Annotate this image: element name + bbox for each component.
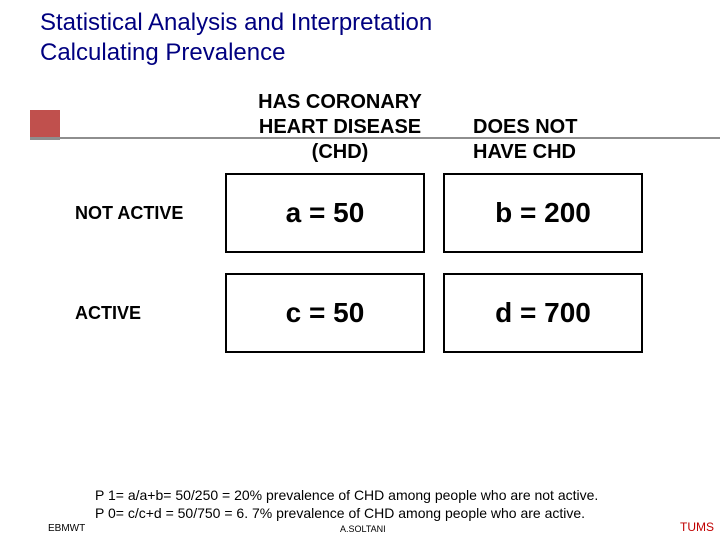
footer-right: TUMS <box>680 520 714 534</box>
slide-title: Statistical Analysis and Interpretation … <box>0 0 720 72</box>
formula-p0: P 0= c/c+d = 50/750 = 6. 7% prevalence o… <box>95 505 598 523</box>
cell-b: b = 200 <box>443 173 643 253</box>
row-label-active: ACTIVE <box>75 273 225 353</box>
formula-block: P 1= a/a+b= 50/250 = 20% prevalence of C… <box>95 487 598 522</box>
col2-l2: HAVE CHD <box>473 140 645 165</box>
cell-d: d = 700 <box>443 273 643 353</box>
table-row: ACTIVE c = 50 d = 700 <box>75 273 685 353</box>
title-line-1: Statistical Analysis and Interpretation <box>40 8 690 38</box>
footer-mid: A.SOLTANI <box>340 524 386 534</box>
col1-l1: HAS CORONARY <box>225 90 455 115</box>
cell-a: a = 50 <box>225 173 425 253</box>
col2-l1: DOES NOT <box>473 115 645 140</box>
contingency-table: HAS CORONARY HEART DISEASE (CHD) DOES NO… <box>75 90 685 373</box>
row-label-not-active: NOT ACTIVE <box>75 173 225 253</box>
formula-p1: P 1= a/a+b= 50/250 = 20% prevalence of C… <box>95 487 598 505</box>
title-line-2: Calculating Prevalence <box>40 38 690 68</box>
col-header-no-chd: DOES NOT HAVE CHD <box>455 115 645 165</box>
col-header-chd: HAS CORONARY HEART DISEASE (CHD) <box>225 90 455 165</box>
accent-bar <box>30 110 60 140</box>
table-header-row: HAS CORONARY HEART DISEASE (CHD) DOES NO… <box>75 90 685 165</box>
cell-c: c = 50 <box>225 273 425 353</box>
col1-l3: (CHD) <box>225 140 455 165</box>
col1-l2: HEART DISEASE <box>225 115 455 140</box>
footer-left: EBMWT <box>48 523 85 534</box>
table-row: NOT ACTIVE a = 50 b = 200 <box>75 173 685 253</box>
